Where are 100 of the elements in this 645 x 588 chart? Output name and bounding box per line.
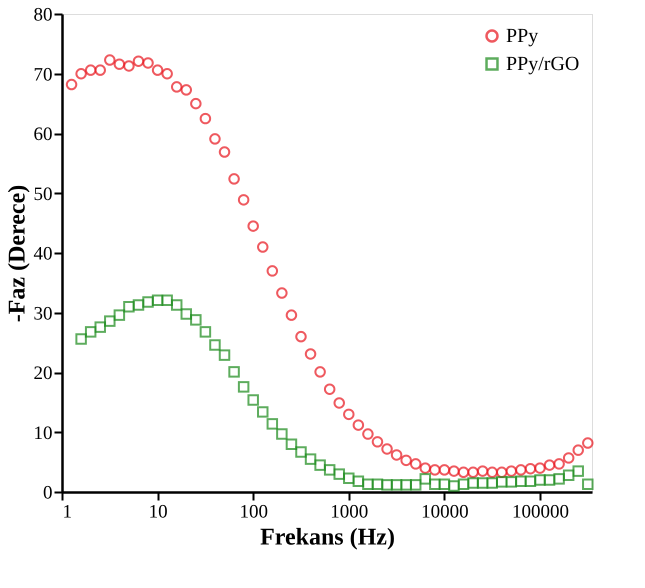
point <box>257 241 268 253</box>
point <box>286 309 298 321</box>
y-tick-label: 40 <box>34 244 52 264</box>
y-tick-label: 60 <box>34 124 52 145</box>
point <box>180 84 192 96</box>
point <box>200 326 212 338</box>
point <box>458 478 470 490</box>
x-tick-label: 100000 <box>512 502 569 522</box>
point <box>438 464 450 476</box>
point <box>420 462 432 474</box>
point <box>486 477 498 489</box>
point <box>582 437 594 449</box>
point <box>553 473 565 485</box>
point <box>104 54 116 66</box>
legend-label: PPy/rGO <box>506 53 580 75</box>
point <box>295 446 307 458</box>
point <box>152 64 164 76</box>
point <box>534 462 546 474</box>
point <box>218 349 230 361</box>
point <box>170 299 182 311</box>
point <box>381 479 393 491</box>
point <box>180 308 192 320</box>
point <box>562 470 574 482</box>
point <box>400 479 412 491</box>
legend-label: PPy <box>506 25 538 47</box>
y-tick-label: 30 <box>34 303 52 324</box>
point <box>544 459 556 471</box>
point <box>372 436 384 448</box>
point <box>390 479 402 491</box>
point <box>228 366 240 378</box>
y-tick-label: 20 <box>34 363 52 384</box>
point <box>170 81 182 93</box>
point <box>295 330 307 342</box>
x-tick-label: 10000 <box>421 502 469 522</box>
point <box>343 408 355 420</box>
point <box>104 315 116 327</box>
point <box>84 64 96 76</box>
point <box>142 296 154 308</box>
point <box>66 78 78 90</box>
point <box>458 466 470 478</box>
point <box>257 406 268 418</box>
point <box>467 466 479 478</box>
point <box>276 428 288 440</box>
point <box>390 449 402 461</box>
point <box>362 478 374 490</box>
point <box>352 476 364 487</box>
point <box>218 146 230 158</box>
y-tick-label: 0 <box>43 482 52 504</box>
point <box>381 443 393 455</box>
point <box>123 301 135 313</box>
x-axis-title: Frekans (Hz) <box>260 524 395 550</box>
point <box>286 438 298 450</box>
point <box>304 453 316 465</box>
point <box>161 68 173 80</box>
point <box>132 55 144 67</box>
point <box>343 472 355 484</box>
point <box>429 464 441 476</box>
point <box>467 477 479 489</box>
point <box>562 452 574 464</box>
point <box>515 464 527 476</box>
point <box>448 465 460 477</box>
point <box>114 309 126 321</box>
point <box>304 348 316 360</box>
point <box>496 466 508 478</box>
point <box>372 478 384 490</box>
point <box>75 333 87 345</box>
point <box>582 478 594 490</box>
point <box>84 326 96 338</box>
point <box>276 287 288 299</box>
point <box>228 173 240 185</box>
point <box>314 366 326 378</box>
point <box>448 480 460 492</box>
point <box>324 464 336 476</box>
point <box>75 68 87 80</box>
point <box>496 476 508 488</box>
point <box>524 476 536 487</box>
point <box>400 454 412 466</box>
point <box>247 394 259 406</box>
point <box>420 473 432 485</box>
point <box>429 478 441 490</box>
point <box>438 478 450 490</box>
point <box>94 64 106 76</box>
point <box>123 60 135 72</box>
point <box>190 98 202 110</box>
y-tick-label: 50 <box>34 184 52 205</box>
point <box>152 294 164 306</box>
point <box>534 474 546 486</box>
point <box>524 462 536 474</box>
point <box>200 112 212 124</box>
y-tick-label: 80 <box>34 4 52 26</box>
y-axis-title: -Faz (Derece) <box>4 184 30 322</box>
point <box>238 381 250 393</box>
point <box>266 265 278 277</box>
point <box>94 321 106 333</box>
point <box>572 465 584 477</box>
x-tick-label: 1000 <box>330 502 368 522</box>
point <box>333 397 345 409</box>
point <box>114 58 126 70</box>
x-tick-label: 100 <box>239 502 268 522</box>
point <box>553 458 565 470</box>
